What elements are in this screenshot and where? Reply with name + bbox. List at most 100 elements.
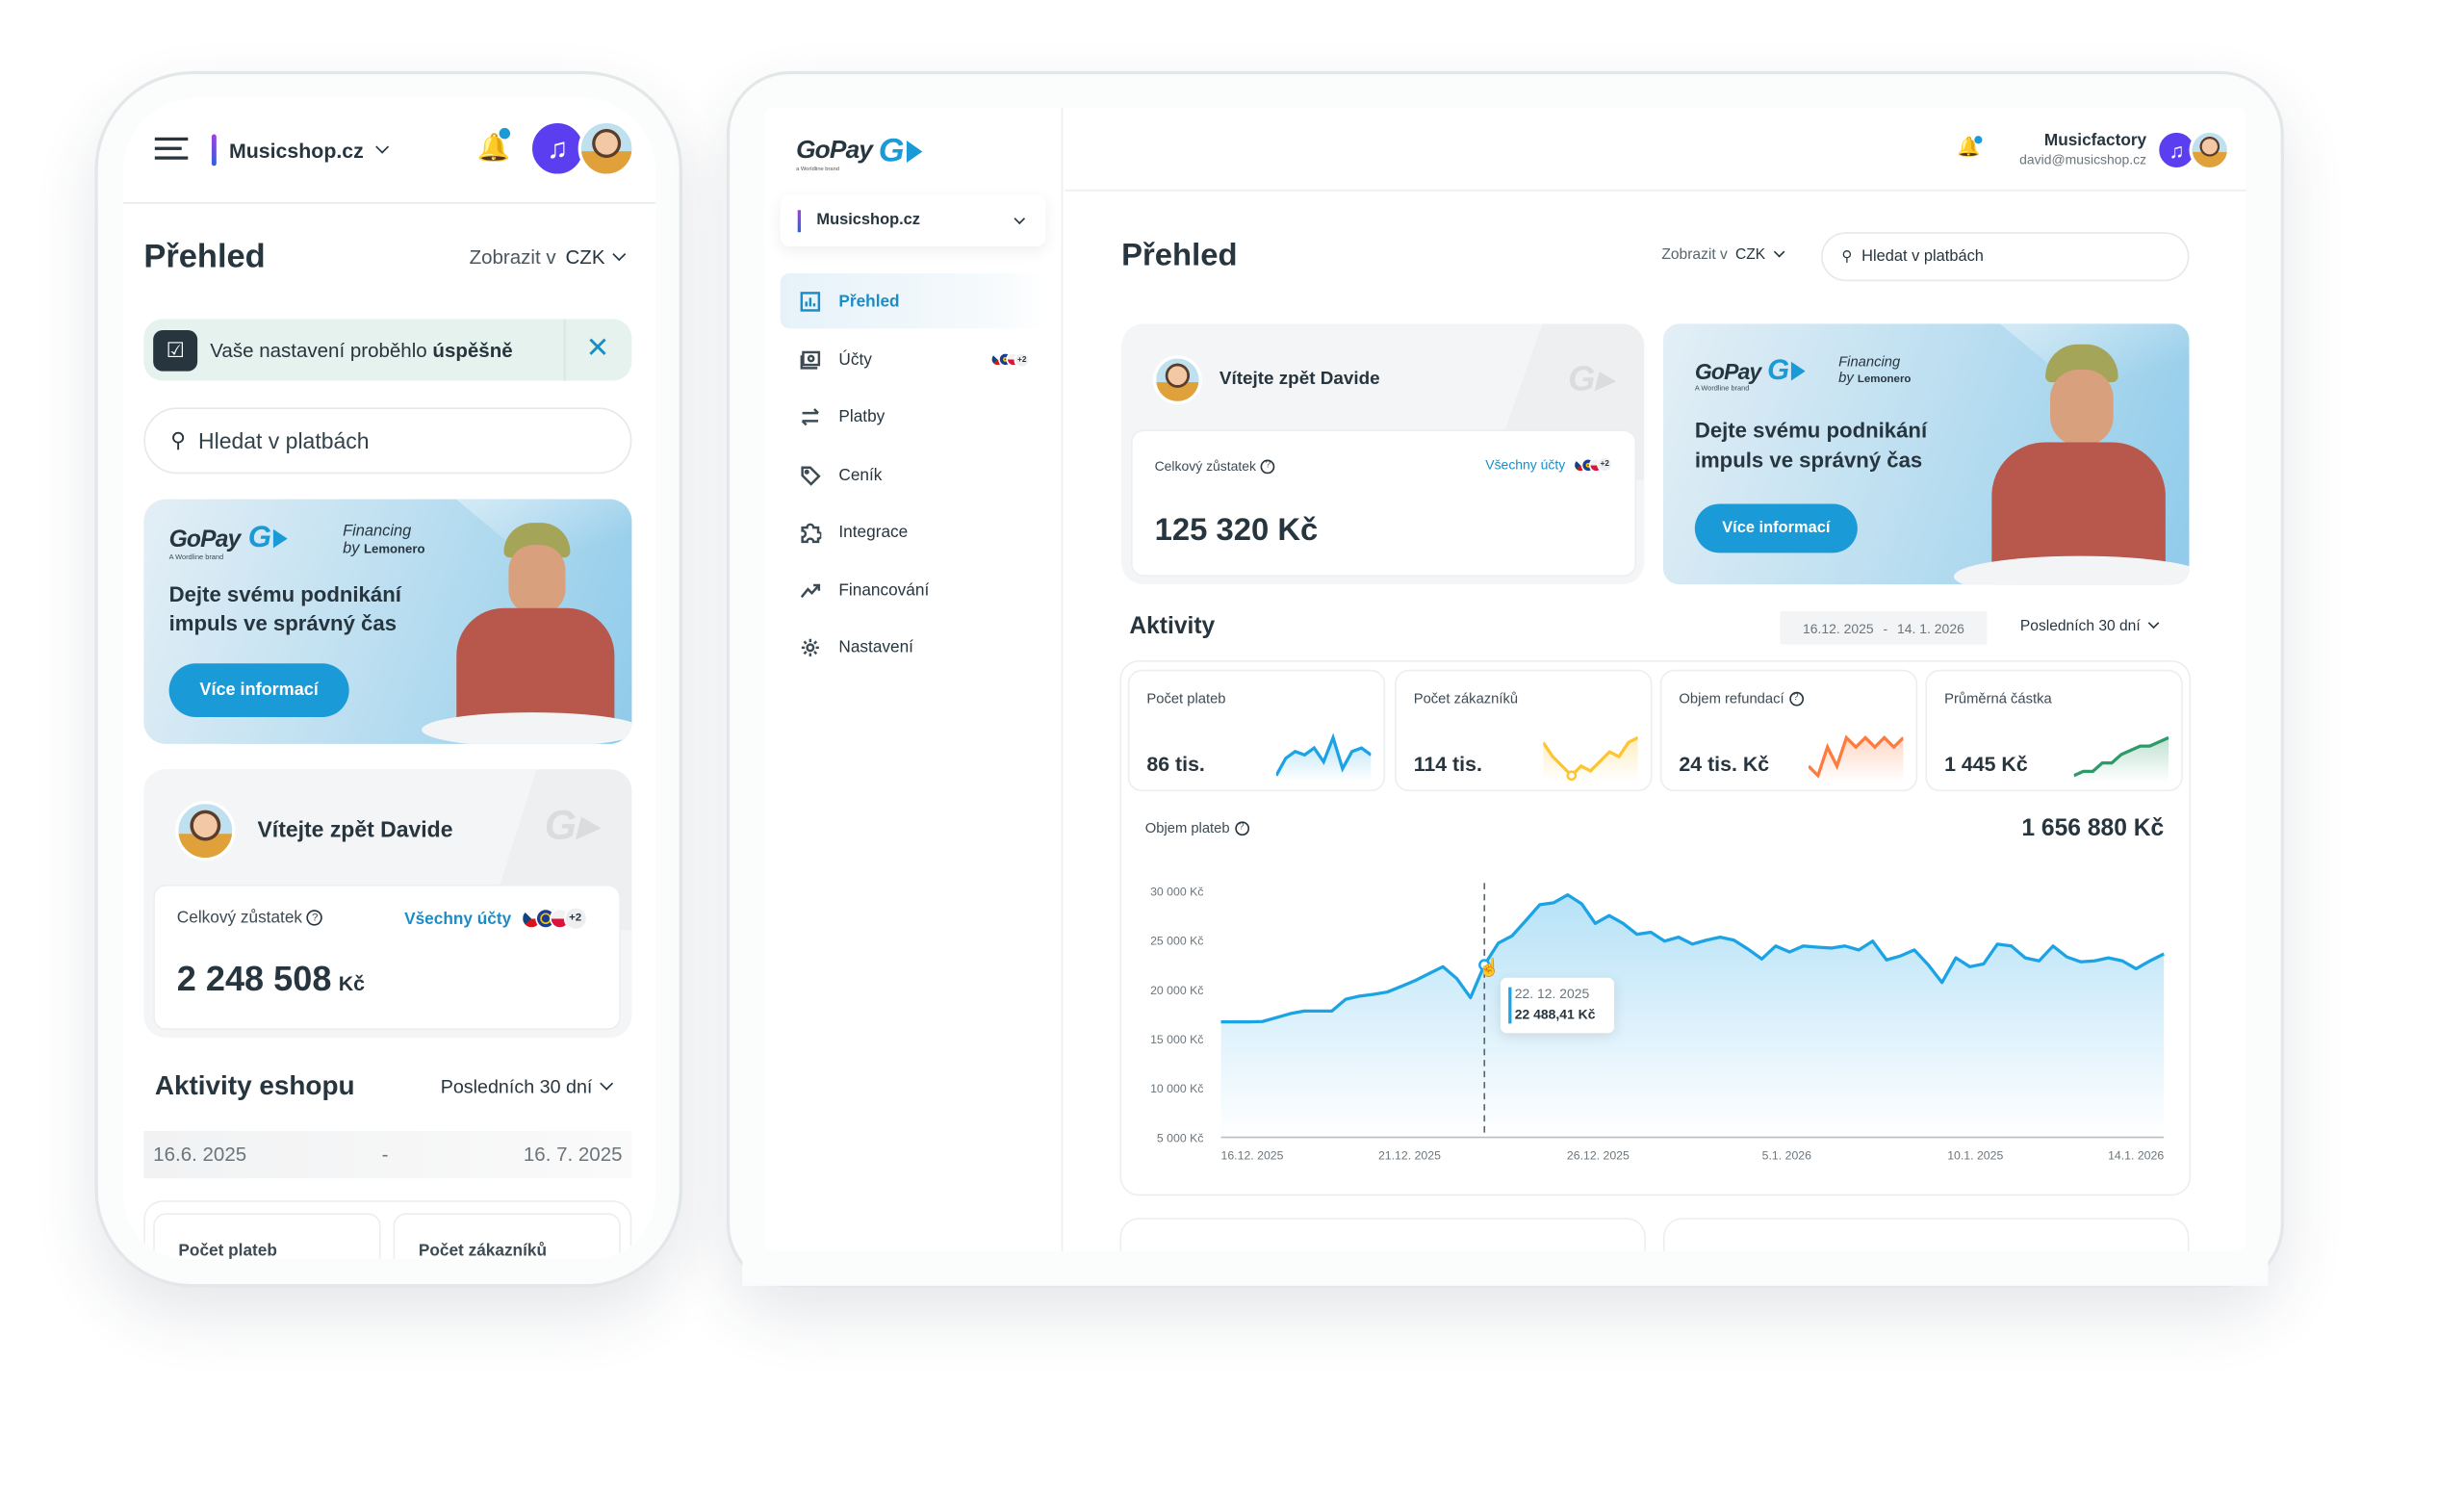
- y-tick-label: 5 000 Kč: [1157, 1131, 1204, 1144]
- shop-selector[interactable]: Musicshop.cz: [211, 134, 390, 167]
- logo-subtitle: A Wordline brand: [168, 553, 224, 561]
- balance-label: Celkový zůstatek: [1154, 457, 1257, 475]
- volume-total: 1 656 880 Kč: [2021, 814, 2165, 842]
- currency-selector[interactable]: Zobrazit v CZK: [1661, 245, 1784, 264]
- y-tick-label: 25 000 Kč: [1150, 935, 1203, 948]
- sidebar-item-ucty[interactable]: Účty +2: [781, 332, 1046, 387]
- more-info-button[interactable]: Více informací: [168, 663, 349, 718]
- x-tick-label: 5.1. 2026: [1762, 1149, 1811, 1163]
- chevron-down-icon: [2147, 617, 2160, 630]
- logo-subtitle: A Wordline brand: [1694, 383, 1750, 392]
- sidebar-item-prehled[interactable]: Přehled: [780, 272, 1046, 329]
- activities-title: Aktivity eshopu: [154, 1070, 355, 1101]
- kpi-card[interactable]: Objem refundací? 24 tis. Kč: [1659, 669, 1918, 792]
- kpi-label: Počet plateb: [1146, 690, 1226, 707]
- success-toast: ☑ Vaše nastavení proběhlo úspěšně ✕: [143, 319, 632, 381]
- search-input[interactable]: ⚲ Hledat v platbách: [143, 407, 632, 475]
- help-icon[interactable]: ?: [1788, 690, 1804, 706]
- toast-text-bold: úspěšně: [432, 339, 513, 361]
- kpi-card[interactable]: Počet zákazníků 114 tis.: [1395, 669, 1653, 792]
- user-name: Musicfactory: [2043, 131, 2147, 150]
- help-icon[interactable]: ?: [1260, 458, 1275, 474]
- kpi-card[interactable]: Počet plateb: [153, 1213, 381, 1259]
- tooltip-date: 22. 12. 2025: [1514, 986, 1590, 1002]
- hover-point[interactable]: [1478, 959, 1491, 971]
- gopay-logo[interactable]: GoPay G a Worldline brand: [796, 133, 922, 172]
- page-title: Přehled: [1121, 238, 1238, 273]
- period-label: Posledních 30 dní: [2019, 617, 2141, 635]
- balance-amount: 2 248 508: [176, 959, 332, 999]
- kpi-value: 1 445 Kč: [1944, 752, 2028, 776]
- puzzle-icon: [801, 522, 822, 543]
- kpi-label: Průměrná částka: [1944, 690, 2052, 707]
- welcome-greeting: Vítejte zpět Davide: [257, 816, 453, 842]
- sidebar-item-integrace[interactable]: Integrace: [781, 503, 1046, 558]
- period-selector[interactable]: Posledních 30 dní: [441, 1076, 614, 1098]
- sparkline-line: [1808, 734, 1904, 779]
- date-range[interactable]: 16.12. 2025 - 14. 1. 2026: [1780, 611, 1988, 645]
- sparkline-marker: [1566, 770, 1578, 782]
- user-avatar: [175, 801, 236, 861]
- date-to: 16. 7. 2025: [523, 1144, 623, 1167]
- sidebar-item-cenik[interactable]: Ceník: [781, 447, 1046, 501]
- sidebar-item-financovani[interactable]: Financování: [781, 562, 1046, 617]
- all-accounts-label: Všechny účty: [404, 909, 512, 929]
- date-separator: -: [381, 1144, 389, 1167]
- x-tick-label: 14.1. 2026: [2108, 1149, 2164, 1163]
- user-avatar[interactable]: [2189, 129, 2231, 171]
- date-range[interactable]: 16.6. 2025 - 16. 7. 2025: [143, 1130, 632, 1179]
- hamburger-menu-icon[interactable]: [154, 137, 189, 160]
- currency-selector[interactable]: Zobrazit v CZK: [470, 246, 627, 269]
- period-selector[interactable]: Posledních 30 dní: [2019, 617, 2160, 635]
- activities-title: Aktivity: [1129, 612, 1216, 640]
- all-accounts-link[interactable]: Všechny účty +2: [404, 906, 587, 931]
- shop-color-bar: [211, 134, 217, 167]
- sparkline-area: [1543, 737, 1638, 783]
- nav-label: Platby: [838, 406, 886, 426]
- nav-label: Integrace: [838, 522, 909, 542]
- more-accounts-badge: +2: [1597, 456, 1613, 473]
- toast-divider: [563, 319, 566, 381]
- chart-tooltip: 22. 12. 2025 22 488,41 Kč: [1500, 977, 1615, 1034]
- bar-chart-icon: [800, 291, 821, 311]
- kpi-sparkline: [1275, 733, 1372, 783]
- kpi-label: Počet zákazníků: [418, 1241, 548, 1259]
- user-avatar[interactable]: [578, 119, 635, 177]
- search-input[interactable]: ⚲ Hledat v platbách: [1821, 232, 2190, 282]
- financing-banner[interactable]: GoPay G A Wordline brand Financing by Le…: [143, 499, 632, 744]
- more-info-button[interactable]: Více informací: [1694, 503, 1858, 553]
- sidebar-item-nastaveni[interactable]: Nastavení: [781, 619, 1046, 674]
- search-placeholder: Hledat v platbách: [1861, 247, 1984, 266]
- all-accounts-link[interactable]: Všechny účty +2: [1485, 456, 1613, 473]
- help-icon[interactable]: ?: [306, 910, 323, 926]
- kpi-card[interactable]: Počet plateb 86 tis.: [1127, 669, 1386, 792]
- shop-name: Musicshop.cz: [816, 211, 921, 229]
- financing-by-lemonero: Financing by Lemonero: [1838, 353, 1912, 386]
- user-menu[interactable]: Musicfactory david@musicshop.cz: [2019, 131, 2146, 167]
- balance-currency: Kč: [338, 971, 366, 995]
- chevron-down-icon: [600, 1076, 614, 1091]
- payment-volume-chart: 5 000 Kč 10 000 Kč 15 000 Kč 20 000 Kč 25 00…: [1150, 883, 2165, 1163]
- chevron-down-icon: [1773, 245, 1784, 258]
- help-icon[interactable]: ?: [1234, 820, 1249, 835]
- toast-text: Vaše nastavení proběhlo: [210, 339, 427, 361]
- kpi-card[interactable]: Průměrná částka 1 445 Kč: [1925, 669, 2183, 792]
- kpi-value: 114 tis.: [1413, 752, 1482, 776]
- shop-selector[interactable]: Musicshop.cz: [780, 193, 1046, 247]
- more-accounts-badge: +2: [563, 906, 587, 931]
- kpi-card[interactable]: Počet zákazníků: [393, 1213, 621, 1259]
- kpi-label: Počet plateb: [178, 1241, 277, 1259]
- date-from: 16.12. 2025: [1802, 620, 1874, 636]
- shop-avatar[interactable]: ♫: [528, 119, 586, 177]
- kpi-value: 86 tis.: [1146, 752, 1205, 776]
- x-tick-label: 16.12. 2025: [1221, 1149, 1284, 1163]
- nav-label: Financování: [838, 580, 930, 600]
- close-icon[interactable]: ✕: [585, 331, 610, 364]
- kpi-container: [143, 1200, 632, 1259]
- sparkline-line: [2073, 735, 2169, 778]
- date-from: 16.6. 2025: [153, 1144, 247, 1167]
- sidebar-item-platby[interactable]: Platby: [781, 389, 1046, 444]
- sparkline-area: [1808, 737, 1904, 783]
- volume-label: Objem plateb ?: [1145, 820, 1249, 835]
- financing-banner[interactable]: GoPay G A Wordline brand Financing by Le…: [1663, 323, 2190, 585]
